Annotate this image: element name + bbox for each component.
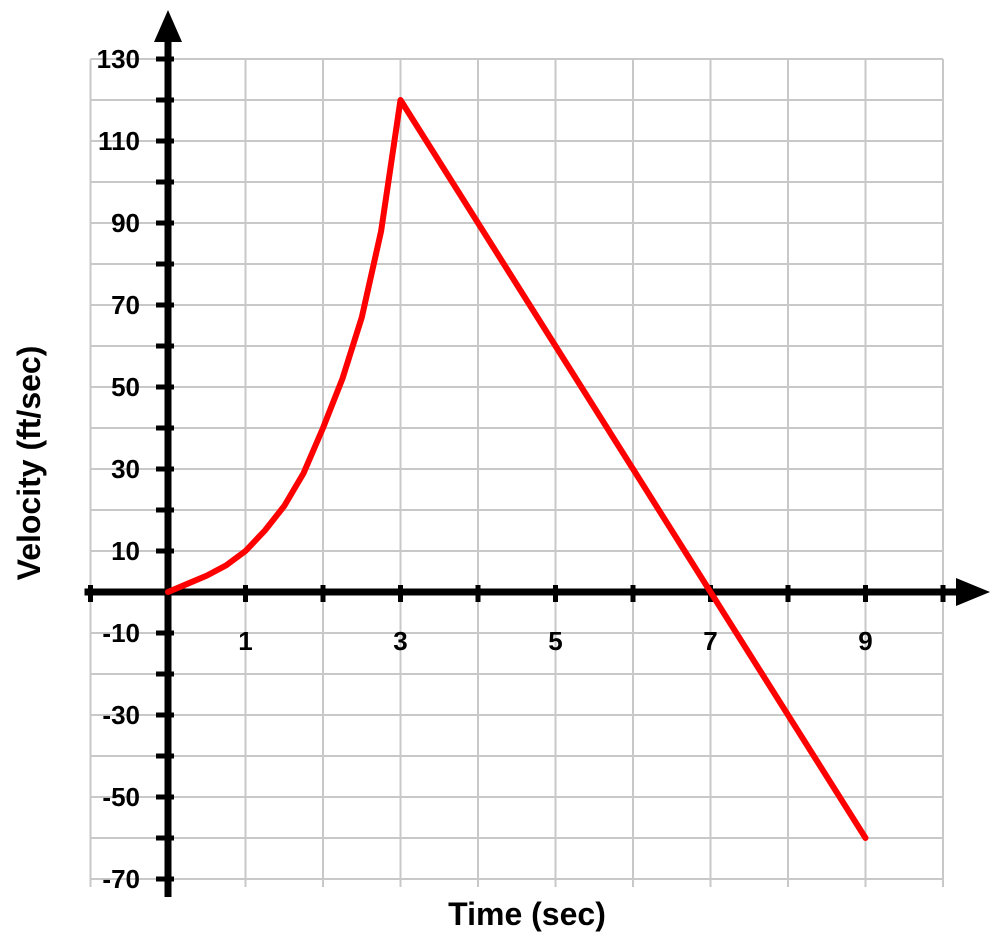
x-tick-label: 7 bbox=[703, 626, 717, 656]
x-axis-title: Time (sec) bbox=[448, 896, 606, 932]
x-tick-label: 5 bbox=[548, 626, 562, 656]
y-tick-label: 10 bbox=[111, 536, 140, 566]
y-tick-label: -30 bbox=[102, 700, 140, 730]
series bbox=[165, 97, 869, 841]
y-axis-arrow-icon bbox=[154, 10, 182, 42]
tick-labels: 1 3 5 7 9 130 110 90 70 50 30 10 -10 -30 -50 -70 bbox=[97, 44, 873, 894]
velocity-series-line bbox=[165, 97, 869, 841]
y-tick-label: 70 bbox=[111, 290, 140, 320]
axes bbox=[84, 10, 990, 897]
grid bbox=[89, 58, 944, 887]
x-axis-arrow-icon bbox=[956, 578, 990, 606]
x-tick-label: 1 bbox=[238, 626, 252, 656]
y-tick-label: 130 bbox=[97, 44, 140, 74]
y-tick-label: 50 bbox=[111, 372, 140, 402]
x-tick-label: 3 bbox=[393, 626, 407, 656]
y-tick-label: 30 bbox=[111, 454, 140, 484]
y-axis-title: Velocity (ft/sec) bbox=[11, 346, 47, 581]
x-tick-label: 9 bbox=[858, 626, 872, 656]
y-tick-label: 90 bbox=[111, 208, 140, 238]
y-tick-label: -70 bbox=[102, 864, 140, 894]
y-tick-label: -10 bbox=[102, 618, 140, 648]
y-tick-label: -50 bbox=[102, 782, 140, 812]
y-tick-label: 110 bbox=[98, 126, 140, 156]
